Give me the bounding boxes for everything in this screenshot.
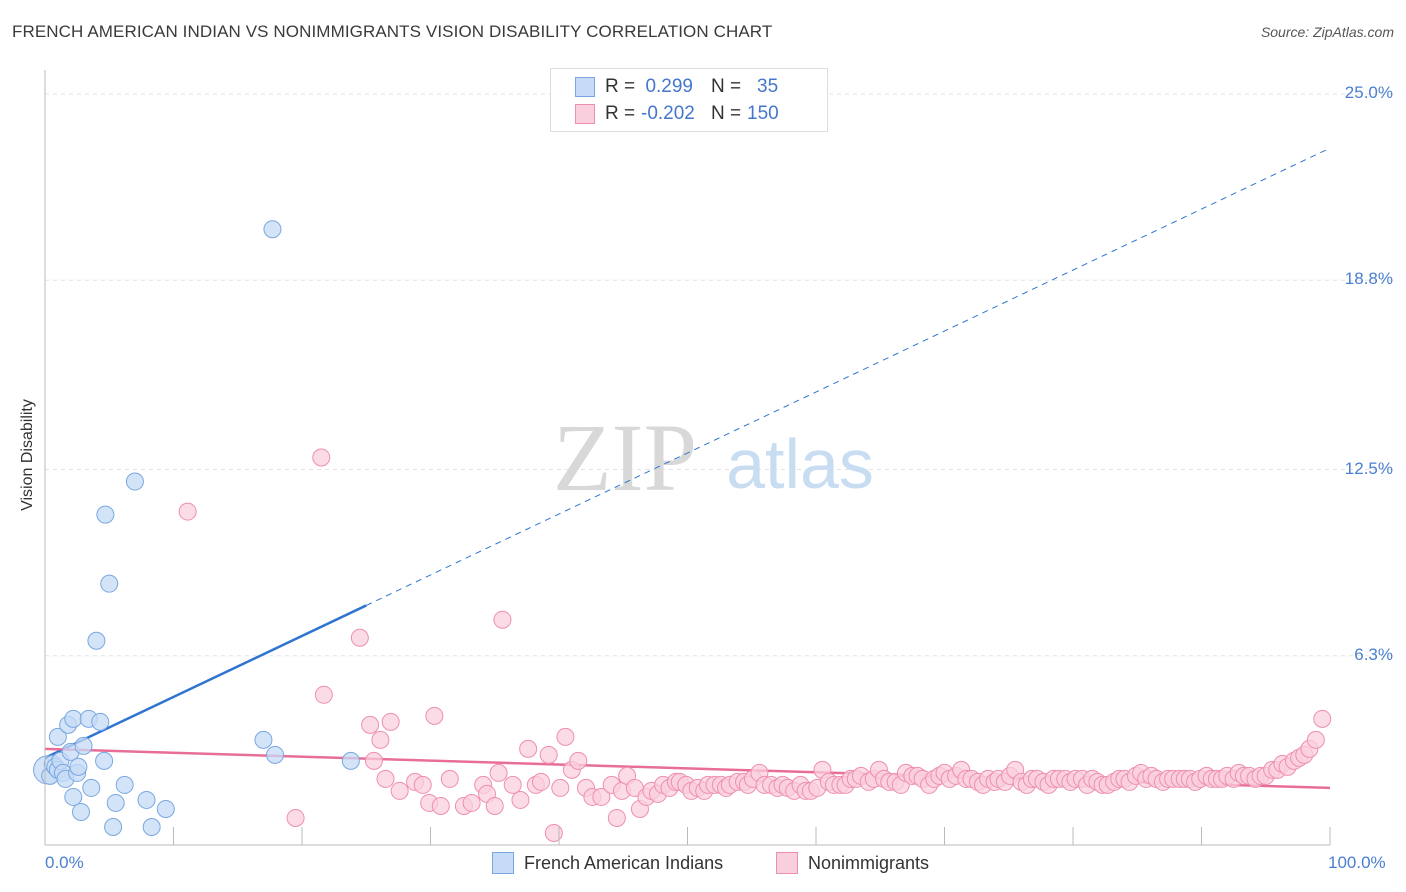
legend-row-nonimmigrants: R = -0.202 N = 150: [575, 102, 779, 126]
french-american-indians-point-32: [254, 730, 273, 749]
nonimmigrants-point-34: [569, 751, 588, 770]
x-tick-min: 0.0%: [45, 853, 84, 872]
nonimmigrants-point-12: [413, 775, 432, 794]
french-american-indians-point-6: [48, 727, 67, 746]
nonimmigrants-point-37: [592, 787, 611, 806]
y-tick-label-1: 12.5%: [1344, 458, 1393, 478]
watermark-atlas: atlas: [726, 425, 874, 503]
nonimmigrants-point-18: [462, 793, 481, 812]
french-american-indians-point-22: [96, 505, 115, 524]
legend-swatch-blue: [575, 77, 595, 97]
legend-item-french-american-indians: French American Indians: [492, 852, 723, 874]
nonimmigrants-point-166: [1313, 709, 1332, 728]
legend-swatch-blue: [492, 852, 514, 874]
stats-legend: R = 0.299 N = 35 R = -0.202 N = 150: [550, 68, 828, 132]
source-label: Source: ZipAtlas.com: [1260, 24, 1394, 40]
french-american-indians-point-25: [106, 793, 125, 812]
nonimmigrants-point-25: [511, 790, 530, 809]
legend-label: Nonimmigrants: [808, 852, 930, 873]
french-american-indians-point-27: [125, 472, 144, 491]
nonimmigrants-point-165: [1306, 730, 1325, 749]
french-american-indians-point-15: [71, 802, 90, 821]
nonimmigrants-points: [178, 448, 1332, 842]
legend-r-label: R =: [605, 103, 636, 124]
nonimmigrants-point-0: [178, 502, 197, 521]
nonimmigrants-point-23: [493, 610, 512, 629]
nonimmigrants-point-16: [440, 769, 459, 788]
legend-label: French American Indians: [524, 852, 724, 873]
nonimmigrants-point-10: [390, 781, 409, 800]
nonimmigrants-point-8: [376, 769, 395, 788]
nonimmigrants-point-29: [539, 745, 558, 764]
nonimmigrants-point-2: [312, 448, 331, 467]
french-american-indians-point-20: [91, 712, 110, 731]
french-american-indians-point-11: [64, 787, 83, 806]
french-american-indians-point-30: [156, 799, 175, 818]
legend-row-french-american-indians: R = 0.299 N = 35: [575, 75, 778, 99]
legend-item-nonimmigrants: Nonimmigrants: [776, 852, 929, 874]
french-american-indians-point-33: [266, 745, 285, 764]
nonimmigrants-point-14: [425, 706, 444, 725]
legend-swatch-pink: [776, 852, 798, 874]
legend-n-label: N =: [711, 76, 742, 97]
french-american-indians-point-24: [104, 817, 123, 836]
series-legend: French American Indians Nonimmigrants: [0, 852, 1406, 878]
nonimmigrants-point-5: [361, 715, 380, 734]
french-american-indians-point-34: [341, 751, 360, 770]
nonimmigrants-point-4: [350, 628, 369, 647]
gridlines: [45, 93, 1395, 657]
french-american-indians-point-19: [87, 631, 106, 650]
french-american-indians-point-28: [137, 790, 156, 809]
french-american-indians-point-12: [64, 709, 83, 728]
nonimmigrants-point-9: [381, 712, 400, 731]
french-american-indians-point-18: [82, 778, 101, 797]
trend-line-french-american-indians: [44, 604, 367, 760]
nonimmigrants-point-24: [503, 775, 522, 794]
y-tick-label-2: 18.8%: [1344, 269, 1393, 289]
nonimmigrants-point-22: [489, 763, 508, 782]
nonimmigrants-point-28: [532, 772, 551, 791]
french-american-indians-point-21: [95, 751, 114, 770]
legend-r-value: -0.202: [641, 103, 695, 124]
french-american-indians-point-14: [69, 757, 88, 776]
legend-n-label: N =: [711, 103, 742, 124]
legend-r-value: 0.299: [645, 76, 693, 97]
y-tick-label-3: 25.0%: [1344, 83, 1393, 103]
x-tick-max: 100.0%: [1328, 853, 1386, 872]
nonimmigrants-point-15: [431, 796, 450, 815]
legend-r-label: R =: [605, 76, 636, 97]
nonimmigrants-point-21: [485, 796, 504, 815]
watermark: ZIP atlas: [553, 404, 874, 511]
y-tick-label-0: 6.3%: [1354, 644, 1393, 664]
trend-line-french-american-indians-dashed: [366, 147, 1331, 606]
nonimmigrants-point-32: [556, 727, 575, 746]
legend-n-value: 35: [757, 76, 779, 97]
nonimmigrants-point-30: [544, 823, 563, 842]
nonimmigrants-point-26: [519, 739, 538, 758]
french-american-indians-points: [33, 220, 360, 836]
nonimmigrants-point-1: [286, 808, 305, 827]
legend-n-value: 150: [747, 103, 779, 124]
chart-title: FRENCH AMERICAN INDIAN VS NONIMMIGRANTS …: [12, 22, 773, 41]
nonimmigrants-point-3: [314, 685, 333, 704]
nonimmigrants-point-31: [551, 778, 570, 797]
french-american-indians-point-29: [142, 817, 161, 836]
legend-swatch-pink: [575, 104, 595, 124]
french-american-indians-point-31: [263, 220, 282, 239]
french-american-indians-point-16: [74, 736, 93, 755]
watermark-zip: ZIP: [553, 404, 697, 511]
axes: [44, 70, 1331, 846]
french-american-indians-point-23: [100, 574, 119, 593]
nonimmigrants-point-39: [607, 808, 626, 827]
nonimmigrants-point-6: [364, 751, 383, 770]
french-american-indians-point-26: [115, 775, 134, 794]
nonimmigrants-point-7: [371, 730, 390, 749]
